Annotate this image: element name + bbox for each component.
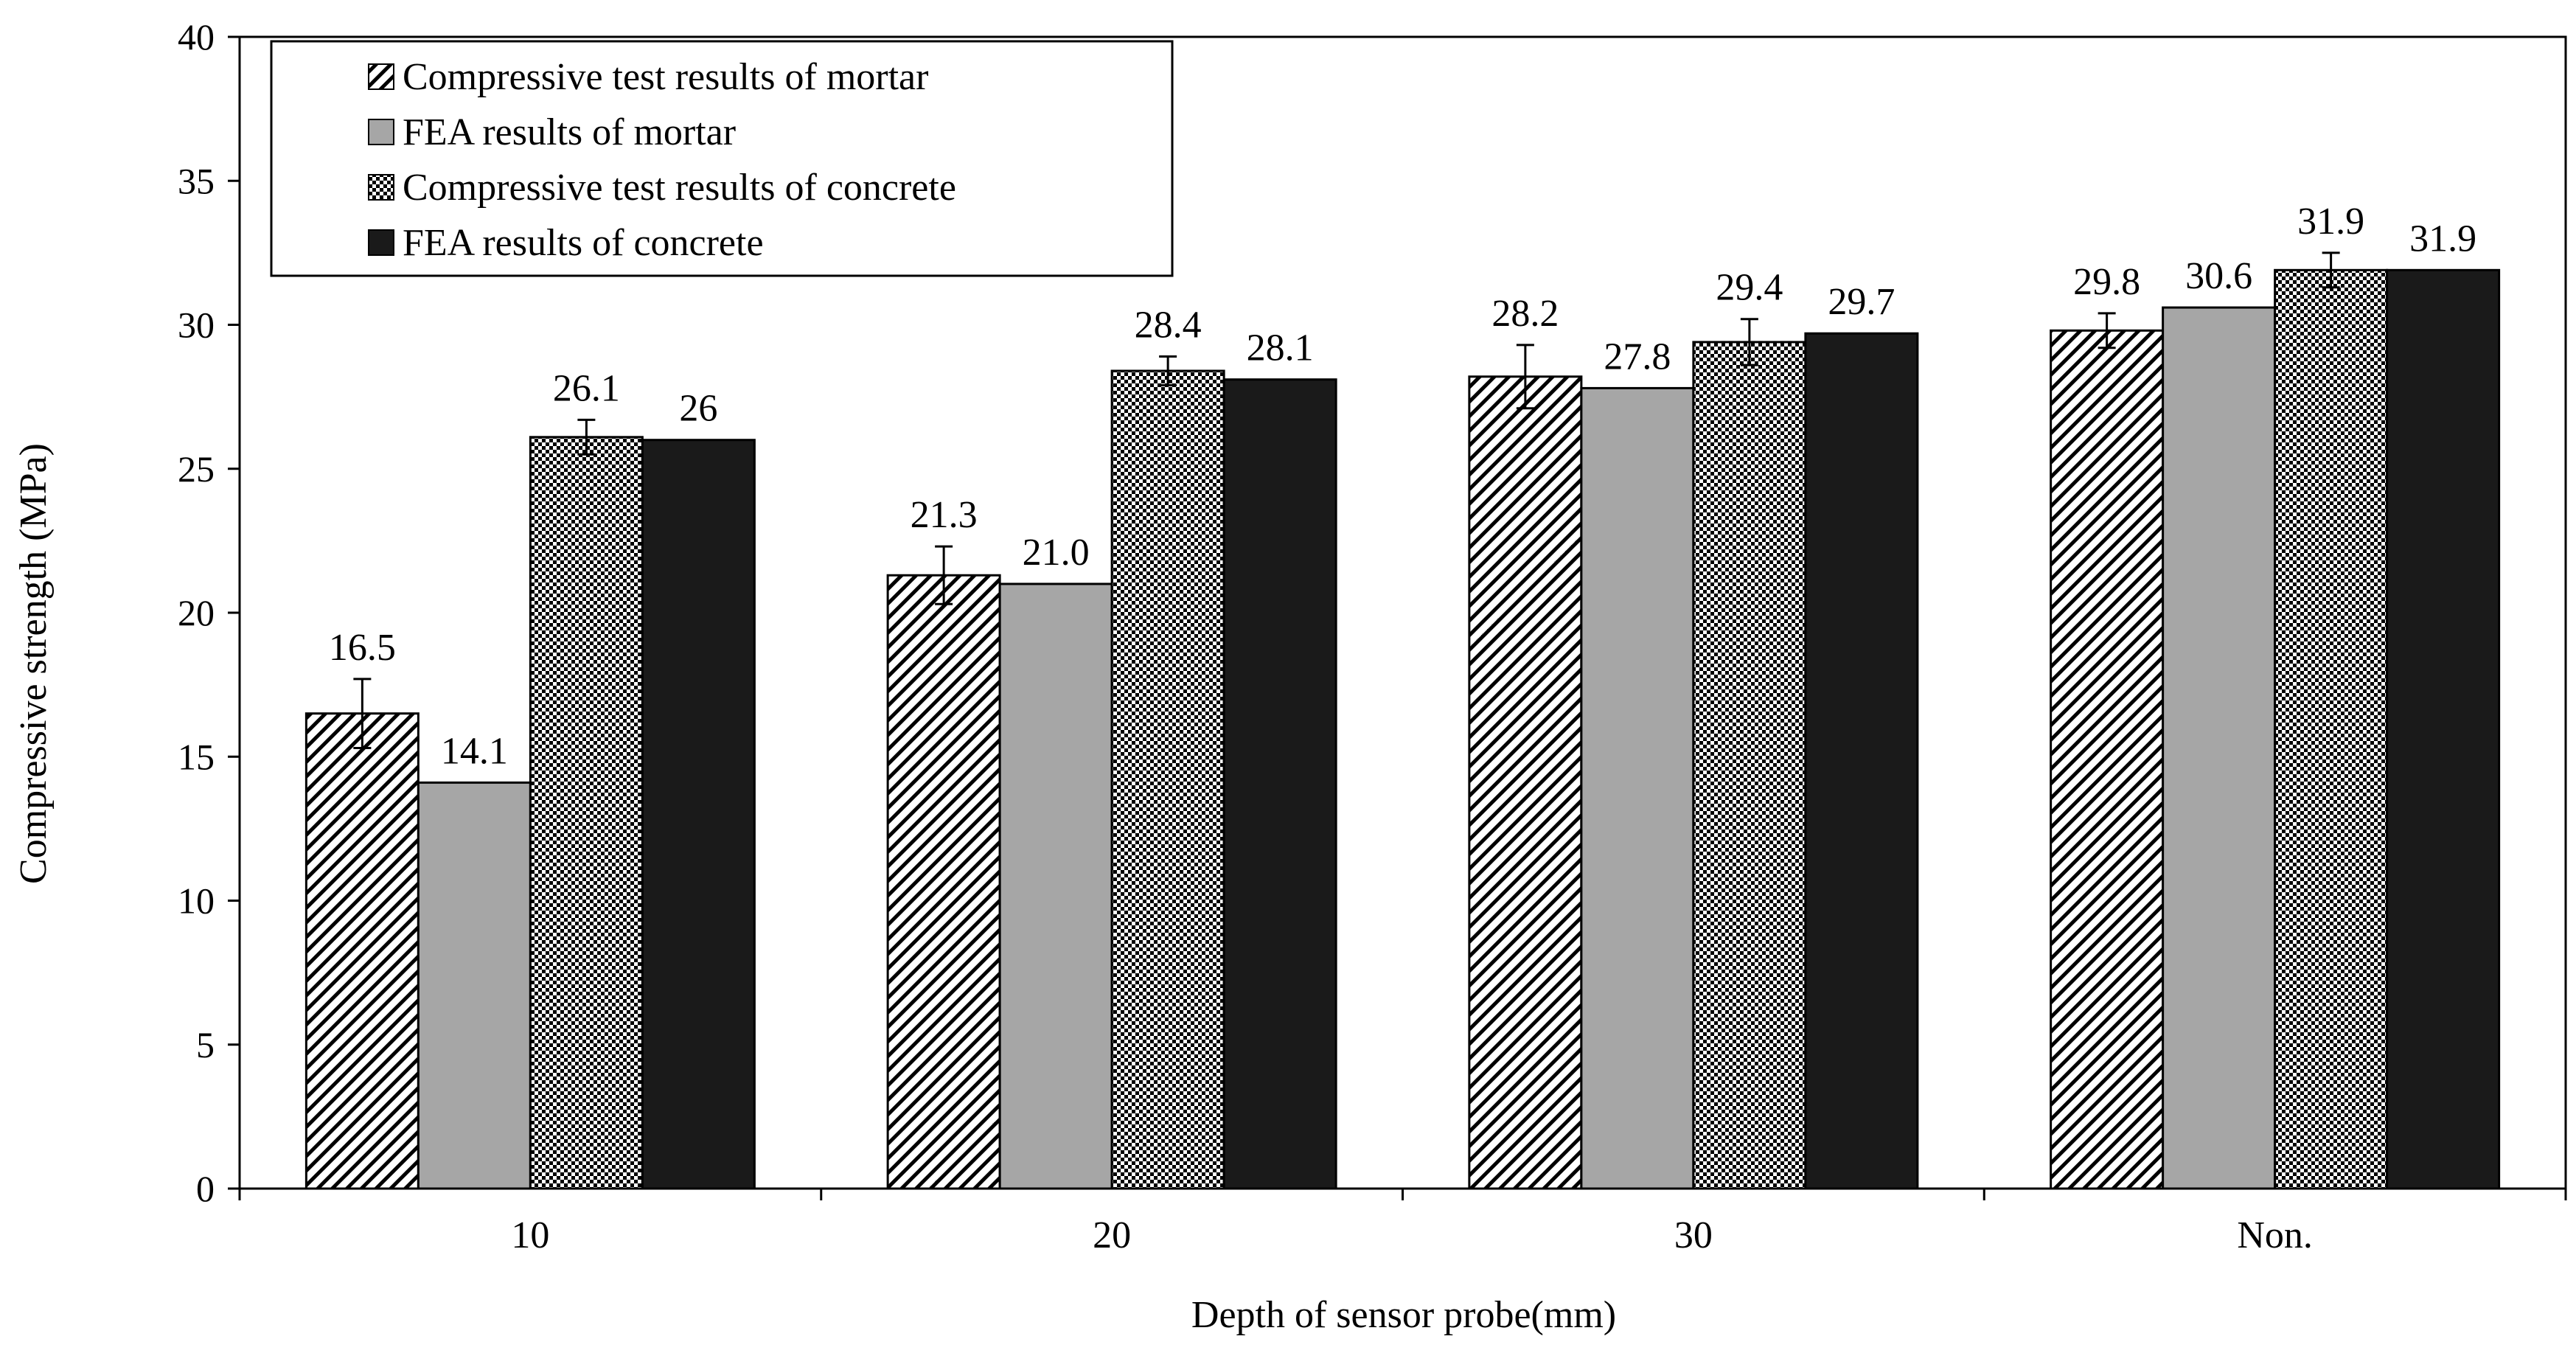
y-tick-label: 20 xyxy=(178,592,215,633)
data-label: 28.4 xyxy=(1135,304,1202,346)
y-tick-label: 0 xyxy=(196,1168,215,1209)
data-label: 16.5 xyxy=(329,627,396,669)
bar xyxy=(1110,369,1225,1190)
data-label: 14.1 xyxy=(441,730,508,772)
data-label: 30.6 xyxy=(2185,255,2252,297)
y-tick-label: 35 xyxy=(178,160,215,201)
y-tick-label: 30 xyxy=(178,305,215,346)
bar xyxy=(998,582,1113,1190)
bar xyxy=(2274,268,2389,1190)
bar xyxy=(1692,341,1807,1190)
legend-label: Compressive test results of concrete xyxy=(403,167,956,209)
data-label: 31.9 xyxy=(2409,218,2476,260)
bar xyxy=(886,574,1001,1190)
y-tick-label: 10 xyxy=(178,880,215,922)
x-tick-label: 20 xyxy=(1093,1214,1131,1256)
bar xyxy=(417,781,532,1190)
data-label: 29.7 xyxy=(1828,281,1895,323)
data-label: 31.9 xyxy=(2297,201,2364,243)
legend-label: FEA results of mortar xyxy=(403,111,736,153)
y-tick-label: 40 xyxy=(178,16,215,58)
legend-label: Compressive test results of mortar xyxy=(403,56,928,98)
bar xyxy=(2162,306,2277,1190)
y-tick-label: 15 xyxy=(178,736,215,777)
x-tick-label: Non. xyxy=(2237,1214,2313,1256)
legend-swatch xyxy=(368,174,394,201)
y-tick-label: 5 xyxy=(196,1024,215,1065)
x-axis-title: Depth of sensor probe(mm) xyxy=(1191,1294,1616,1336)
data-label: 28.2 xyxy=(1491,293,1559,335)
data-label: 27.8 xyxy=(1604,335,1671,378)
data-label: 21.3 xyxy=(911,494,978,536)
data-label: 26.1 xyxy=(553,367,620,409)
bar xyxy=(641,439,756,1190)
y-tick-label: 25 xyxy=(178,448,215,490)
legend-swatch xyxy=(368,229,394,256)
legend-label: FEA results of concrete xyxy=(403,222,764,264)
y-axis-title: Compressive strength (MPa) xyxy=(13,443,55,884)
bar xyxy=(2050,329,2165,1190)
data-label: 26 xyxy=(679,388,717,430)
bar xyxy=(2386,268,2501,1190)
bar xyxy=(1580,386,1695,1190)
bar xyxy=(1804,332,1919,1190)
bar xyxy=(1468,375,1583,1190)
data-label: 28.1 xyxy=(1247,327,1314,369)
bar xyxy=(304,712,420,1190)
legend: Compressive test results of mortar FEA re… xyxy=(270,40,1174,277)
legend-swatch xyxy=(368,119,394,145)
data-label: 29.4 xyxy=(1716,267,1783,309)
bar xyxy=(1222,378,1337,1190)
legend-box xyxy=(270,40,1174,277)
data-label: 29.8 xyxy=(2073,261,2140,303)
x-tick-label: 30 xyxy=(1674,1214,1713,1256)
bar xyxy=(529,436,644,1190)
x-tick-label: 10 xyxy=(511,1214,549,1256)
data-label: 21.0 xyxy=(1023,532,1090,574)
legend-swatch xyxy=(368,63,394,90)
